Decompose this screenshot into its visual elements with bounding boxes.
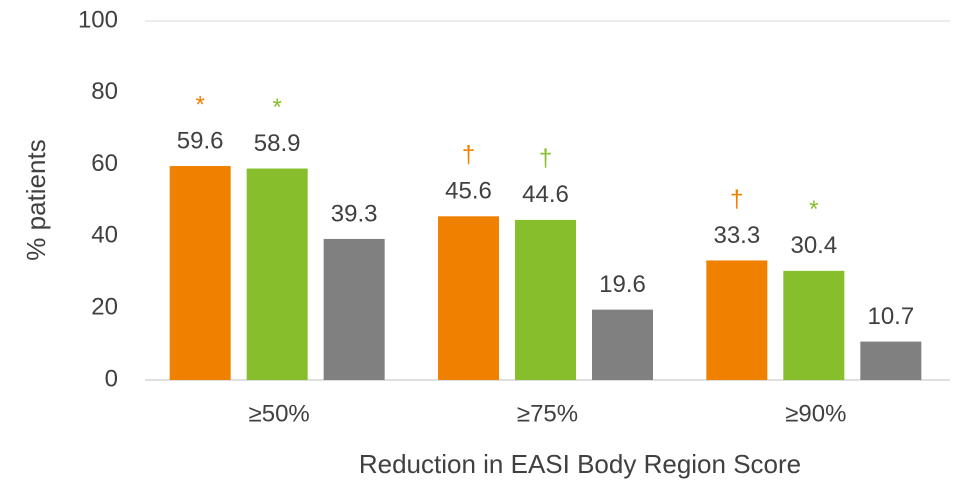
annotation: *: [809, 196, 818, 223]
bar: [323, 238, 385, 380]
bar: [592, 309, 653, 380]
annotation: *: [272, 94, 281, 121]
bar: [438, 216, 499, 380]
x-axis-title: Reduction in EASI Body Region Score: [359, 449, 801, 479]
bar: [515, 219, 576, 380]
data-label: 45.6: [445, 178, 492, 205]
bar: [860, 341, 922, 380]
bar: [783, 270, 845, 380]
data-label: 10.7: [867, 303, 914, 330]
bar: [246, 168, 308, 380]
y-tick-label: 60: [91, 150, 118, 177]
y-tick-label: 0: [105, 365, 118, 392]
y-tick-label: 20: [91, 294, 118, 321]
data-label: 33.3: [713, 222, 760, 249]
annotation: †: [539, 145, 552, 172]
bar: [706, 260, 768, 380]
bar: [169, 166, 231, 380]
data-label: 44.6: [522, 181, 569, 208]
data-label: 30.4: [790, 232, 837, 259]
annotation: †: [730, 186, 743, 213]
annotation: *: [195, 91, 204, 118]
x-tick-label: ≥50%: [249, 400, 310, 427]
data-label: 58.9: [254, 130, 301, 157]
annotation: †: [462, 142, 475, 169]
y-axis-title: % patients: [21, 139, 51, 260]
y-tick-label: 40: [91, 222, 118, 249]
y-tick-label: 80: [91, 78, 118, 105]
data-label: 59.6: [177, 127, 224, 154]
y-tick-label: 100: [78, 6, 118, 33]
x-tick-label: ≥75%: [517, 400, 578, 427]
data-label: 39.3: [331, 200, 378, 227]
x-tick-label: ≥90%: [785, 400, 846, 427]
data-label: 19.6: [599, 271, 646, 298]
